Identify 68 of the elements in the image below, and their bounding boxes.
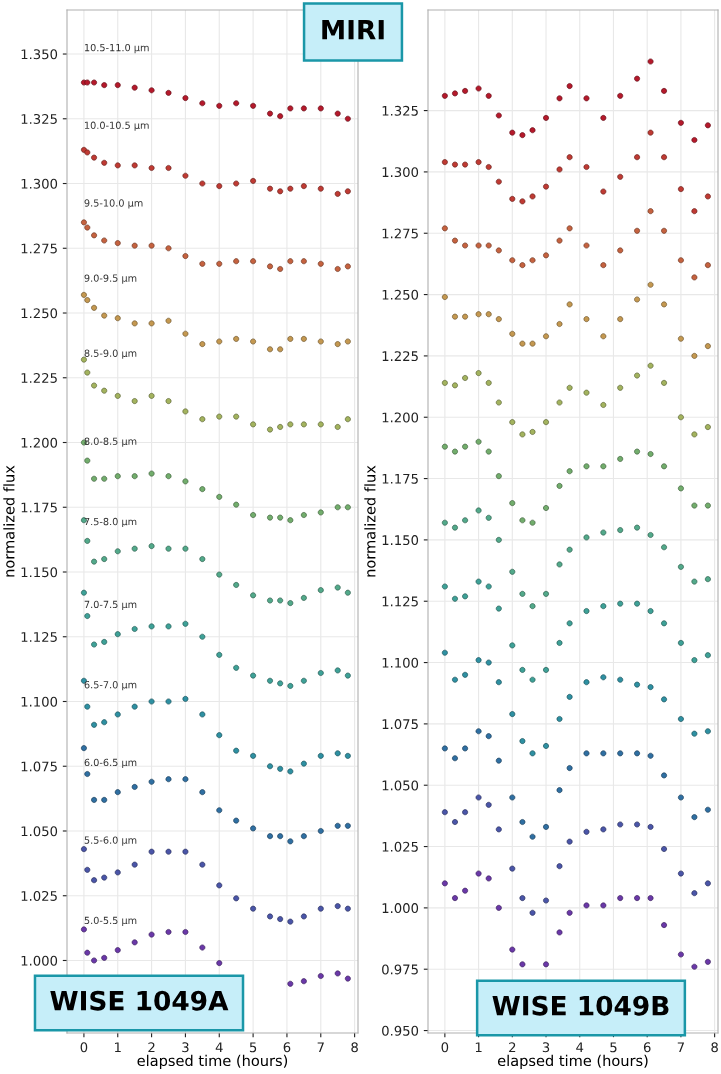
y-tick-label: 1.225 (21, 372, 57, 383)
y-tick-label: 1.075 (21, 761, 57, 772)
series-label: 5.5-6.0 μm (84, 836, 137, 846)
y-tick-label: 1.300 (382, 167, 419, 178)
y-tick-label: 1.050 (382, 780, 419, 791)
y-tick-label: 1.350 (21, 49, 58, 60)
y-tick-label: 1.100 (21, 696, 58, 707)
series-label: 5.0-5.5 μm (84, 916, 137, 926)
y-tick-label: 0.950 (382, 1025, 419, 1036)
y-tick-label: 1.275 (21, 243, 57, 254)
series-label: 8.5-9.0 μm (84, 349, 137, 359)
chart-title: MIRI (322, 20, 384, 40)
series-label: 10.0-10.5 μm (84, 121, 149, 131)
x-axis-title: elapsed time (hours) (137, 1054, 288, 1069)
x-tick-label: 2 (509, 1042, 516, 1053)
y-tick-label: 1.225 (382, 351, 418, 362)
x-tick-label: 3 (182, 1042, 189, 1053)
x-axis-title: elapsed time (hours) (497, 1054, 648, 1069)
x-tick-label: 7 (317, 1042, 324, 1053)
y-tick-label: 1.125 (21, 631, 57, 642)
y-tick-label: 1.175 (21, 502, 57, 513)
y-tick-label: 1.150 (382, 535, 419, 546)
x-tick-label: 3 (542, 1042, 550, 1053)
annotation: WISE 1049B (492, 995, 669, 1016)
x-tick-label: 1 (475, 1042, 482, 1053)
y-tick-label: 1.200 (21, 437, 58, 448)
y-tick-label: 1.150 (21, 567, 58, 578)
y-tick-label: 0.975 (382, 964, 418, 975)
x-tick-label: 1 (115, 1042, 121, 1053)
x-tick-label: 2 (148, 1042, 155, 1053)
series-label: 9.5-10.0 μm (84, 199, 143, 209)
y-tick-label: 1.125 (382, 596, 418, 607)
x-tick-label: 8 (711, 1042, 718, 1053)
x-tick-label: 7 (677, 1042, 684, 1053)
series-label: 6.0-6.5 μm (84, 758, 137, 768)
y-tick-label: 1.250 (21, 308, 58, 319)
series-label: 9.0-9.5 μm (84, 274, 137, 284)
y-tick-label: 1.175 (382, 473, 418, 484)
y-tick-label: 1.250 (382, 289, 419, 300)
y-tick-label: 1.050 (21, 826, 58, 837)
y-tick-label: 1.325 (382, 105, 418, 116)
annotation: WISE 1049A (50, 990, 229, 1011)
y-axis-title: normalized flux (3, 465, 15, 577)
x-tick-label: 0 (80, 1042, 88, 1053)
x-tick-label: 8 (351, 1042, 358, 1053)
series-label: 7.5-8.0 μm (84, 517, 137, 528)
y-tick-label: 1.300 (21, 178, 58, 189)
x-tick-label: 6 (283, 1042, 291, 1053)
series-label: 6.5-7.0 μm (84, 681, 137, 691)
x-tick-label: 4 (215, 1042, 223, 1053)
x-tick-label: 0 (441, 1042, 449, 1053)
y-axis-title: normalized flux (364, 465, 376, 577)
x-tick-label: 5 (610, 1042, 617, 1053)
y-tick-label: 1.200 (382, 412, 419, 423)
y-tick-label: 1.325 (21, 113, 57, 124)
x-tick-label: 5 (249, 1042, 257, 1053)
y-tick-label: 1.075 (382, 719, 418, 730)
y-tick-label: 1.000 (382, 903, 419, 914)
y-tick-label: 1.100 (382, 657, 419, 668)
y-tick-label: 1.275 (382, 228, 418, 239)
y-tick-label: 1.025 (21, 890, 57, 901)
x-tick-label: 6 (643, 1042, 651, 1053)
y-tick-label: 1.025 (382, 841, 418, 852)
text: 10.5-11.0 μm (84, 43, 149, 54)
series-label: 8.0-8.5 μm (84, 437, 137, 447)
y-tick-label: 1.000 (21, 955, 58, 966)
x-tick-label: 4 (576, 1042, 584, 1053)
series-label: 7.0-7.5 μm (84, 600, 137, 610)
